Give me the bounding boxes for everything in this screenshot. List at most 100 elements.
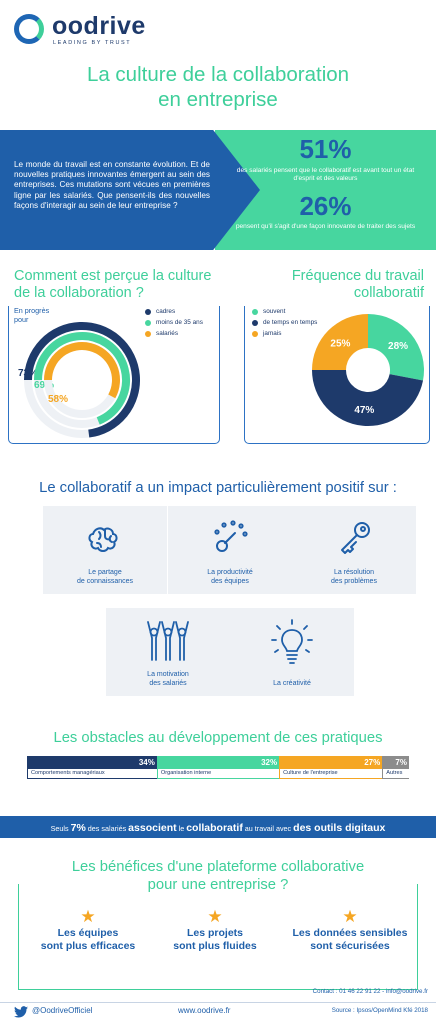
frequency-legend: souvent de temps en temps jamais (252, 306, 317, 339)
benefit-projects-line1: Les projets (186, 927, 244, 939)
legend-salaries-label: salariés (156, 330, 179, 337)
frequency-title-line2: collaboratif (353, 285, 424, 301)
impact-title: Le collaboratif a un impact particulière… (39, 480, 397, 496)
impact-label-knowledge-line2: de connaissances (76, 577, 134, 585)
donut-label-souvent: 28% (388, 341, 408, 352)
legend-temps: de temps en temps (252, 317, 317, 328)
radial-arc-salari-s (44, 342, 120, 399)
obstacle-bar-comportements-manag-riaux: 34% (27, 756, 157, 769)
digital-text-3: le (176, 824, 187, 833)
benefit-projects-line2: sont plus fluides (173, 940, 257, 952)
perception-card (8, 306, 220, 444)
obstacle-label-culture-de-l-entreprise: Culture de l'entreprise (279, 769, 383, 779)
footer-twitter[interactable]: @OodriveOfficiel (32, 1006, 93, 1015)
frequency-card (244, 306, 430, 444)
impact-label-problems-line2: des problèmes (331, 577, 377, 585)
benefits-title: Les bénéfices d'une plateforme collabora… (0, 858, 436, 894)
donut-label-de-temps-en-temps: 47% (354, 405, 374, 416)
frequency-donut-chart: 28% 47% 25% (312, 314, 424, 427)
digital-word-outils: des outils digitaux (293, 822, 386, 834)
impact-label-knowledge-line1: Le partage (88, 569, 122, 576)
legend-souvent: souvent (252, 306, 317, 317)
lightbulb-icon (271, 619, 313, 664)
legend-moins35: moins de 35 ans (145, 317, 203, 328)
impact-label-knowledge: Le partage de connaissances (43, 569, 167, 586)
impact-label-problems-line1: La résolution (333, 569, 375, 576)
footer-contact: Contact : 01 46 22 91 22 - info@oodrive.… (312, 988, 428, 995)
legend-salaries-dot (145, 330, 151, 337)
impact-tile-knowledge: Le partage de connaissances (43, 506, 167, 594)
digital-word-collaboratif: collaboratif (186, 822, 243, 834)
benefit-data: ★ Les données sensibles sont sécurisées (280, 908, 420, 953)
obstacle-label-comportements-manag-riaux: Comportements managériaux (27, 769, 157, 779)
obstacle-bar-organisation-interne: 32% (156, 756, 280, 769)
legend-souvent-dot (252, 308, 258, 315)
benefit-teams: ★ Les équipes sont plus efficaces (23, 907, 153, 953)
obstacle-label-autres: Autres (382, 769, 409, 779)
legend-jamais-dot (252, 330, 258, 337)
legend-temps-dot (252, 319, 258, 326)
legend-cadres: cadres (145, 306, 203, 317)
oodrive-logo-icon (14, 14, 44, 44)
impact-label-problems: La résolution des problèmes (292, 569, 416, 586)
key-icon (341, 522, 370, 554)
radial-arc-moins-de-35-ans (34, 332, 130, 425)
benefits-card (18, 884, 418, 990)
stat1-value: 51% (299, 134, 352, 164)
brand-tagline: LEADING BY TRUST (53, 40, 132, 46)
intro-band (0, 130, 260, 250)
impact-label-creativity-line1: La créativité (273, 679, 311, 687)
footer-source: Source : Ipsos/OpenMind Kfé 2018 (331, 1007, 428, 1014)
main-title-line1: La culture de la collaboration (86, 63, 350, 86)
digital-text-1: Seuls (50, 824, 71, 833)
legend-temps-label: de temps en temps (263, 319, 318, 326)
impact-label-productivity: La productivité des équipes (168, 569, 292, 586)
star-icon: ★ (80, 907, 96, 926)
stat1-text: des salariés pensent que le collaboratif… (236, 167, 415, 182)
stat2-value: 26% (299, 191, 352, 221)
impact-label-motivation-line2: des salariés (149, 679, 187, 687)
frequency-title: Fréquence du travail collaboratif (230, 268, 424, 302)
radial-arc-cadres (24, 322, 140, 438)
benefit-teams-line1: Les équipes (57, 927, 119, 939)
digital-word-associent: associent (128, 822, 177, 834)
benefit-data-line1: Les données sensibles (292, 927, 408, 939)
radial-label-salari-s: 58% (48, 394, 68, 405)
obstacle-label-organisation-interne: Organisation interne (156, 769, 280, 779)
impact-tile-motivation: La motivation des salariés (106, 608, 230, 696)
obstacles-title: Les obstacles au développement de ces pr… (53, 730, 383, 746)
radial-label-moins-de-35-ans: 69% (34, 380, 54, 391)
perception-radial-chart: 73%69% 58% (18, 322, 140, 438)
benefit-projects: ★ Les projets sont plus fluides (150, 908, 280, 953)
impact-tile-creativity: La créativité (230, 608, 354, 696)
impact-label-creativity: La créativité (230, 680, 354, 689)
benefit-teams-line2: sont plus efficaces (40, 940, 136, 952)
impact-label-productivity-line2: des équipes (211, 577, 249, 585)
team-icon (147, 621, 189, 661)
legend-cadres-label: cadres (156, 308, 176, 315)
donut-slice-souvent (368, 314, 424, 381)
digital-text-4: au travail avec (242, 824, 294, 833)
frequency-title-line1: Fréquence du travail (291, 268, 424, 284)
stat2-text: pensent qu'il s'agit d'une façon innovan… (235, 223, 416, 230)
perception-legend: cadres moins de 35 ans salariés (145, 306, 203, 339)
benefit-data-line2: sont sécurisées (310, 940, 390, 952)
digital-text-2: des salariés (85, 824, 129, 833)
productivity-icon (214, 520, 248, 552)
legend-jamais: jamais (252, 328, 317, 339)
donut-label-jamais: 25% (330, 338, 350, 349)
obstacle-bar-culture-de-l-entreprise: 27% (279, 756, 383, 769)
twitter-icon (14, 1006, 28, 1018)
footer-website[interactable]: www.oodrive.fr (178, 1006, 231, 1015)
legend-souvent-label: souvent (263, 308, 286, 315)
benefits-title-line1: Les bénéfices d'une plateforme collabora… (71, 859, 365, 875)
main-title-line2: en entreprise (158, 88, 278, 111)
main-title: La culture de la collaboration en entrep… (0, 62, 436, 112)
radial-label-cadres: 73% (18, 368, 38, 379)
obstacle-bar-autres: 7% (382, 756, 409, 769)
perception-title: Comment est perçue la culture de la coll… (14, 268, 234, 302)
donut-slice-de-temps-en-temps (312, 370, 424, 427)
intro-text: Le monde du travail est en constante évo… (14, 160, 210, 210)
perception-subtitle-line1: En progrès (14, 306, 50, 315)
perception-subtitle: En progrès pour (14, 306, 49, 324)
